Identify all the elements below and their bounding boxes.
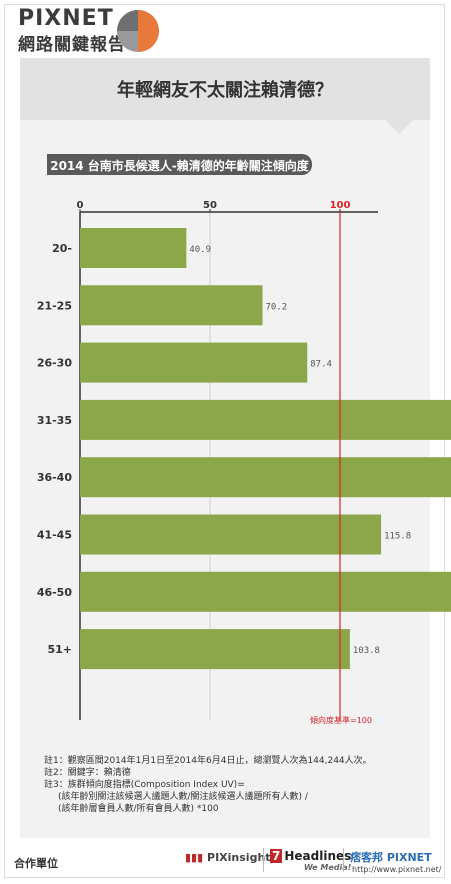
value-label: 115.8 — [384, 532, 411, 542]
category-label: 51+ — [47, 643, 72, 656]
headlines-tagline: We Media! — [303, 863, 352, 872]
bar — [80, 457, 451, 498]
question-banner: 年輕網友不太關注賴清德？ — [20, 58, 430, 120]
x-tick-label: 100 — [330, 200, 351, 211]
footnotes: 註1：觀察區間2014年1月1日至2014年6月4日止，總瀏覽人次為144,24… — [44, 755, 424, 815]
pixinsight-name: PIXinsight — [207, 851, 271, 864]
chart-title: 2014 台南市長候選人-賴清德的年齡關注傾向度 — [50, 159, 309, 173]
reference-line-label: 傾向度基準=100 — [310, 715, 372, 725]
category-label: 36-40 — [37, 471, 73, 484]
category-label: 31-35 — [37, 414, 72, 427]
pixinsight-logo: ▮▮▮ PIXinsight — [185, 851, 271, 864]
value-label: 87.4 — [310, 360, 332, 370]
footnote-3-line-3: (該年齡層會員人數/所有會員人數) *100 — [58, 804, 219, 814]
value-label: 40.9 — [189, 245, 211, 255]
pixnet-report-logo — [117, 10, 159, 52]
partners-label: 合作單位 — [14, 857, 58, 870]
bar — [80, 571, 451, 612]
partner-divider — [263, 848, 264, 872]
question-text: 年輕網友不太關注賴清德？ — [117, 80, 333, 101]
category-label: 46-50 — [37, 586, 73, 599]
bar — [80, 228, 187, 268]
bar — [80, 399, 451, 440]
headlines-mark: 7 — [270, 849, 283, 863]
footnote-3-line-2: (該年齡別關注該候選人議題人數/關注該候選人議題所有人數) / — [58, 792, 308, 802]
page-frame — [4, 4, 445, 878]
value-label: 103.8 — [353, 646, 380, 656]
question-pointer — [385, 120, 413, 134]
bar — [80, 514, 382, 555]
pixnet-logo: 痞客邦 PIXNET — [350, 851, 432, 864]
x-tick-label: 0 — [77, 200, 84, 211]
bar — [80, 342, 308, 383]
chart-panel — [20, 58, 430, 838]
category-label: 21-25 — [37, 299, 72, 312]
bar — [80, 285, 263, 326]
bar — [80, 629, 350, 670]
headlines-name: Headlines — [284, 849, 352, 863]
footnote-1: 註1：觀察區間2014年1月1日至2014年6月4日止，總瀏覽人次為144,24… — [44, 756, 372, 766]
pixnet-url: http://www.pixnet.net/ — [352, 865, 442, 874]
x-tick-label: 50 — [203, 200, 217, 211]
partner-divider — [343, 848, 344, 872]
brand-name-en: PIXNET — [18, 6, 114, 31]
brand-name-zh: 網路關鍵報告 — [18, 35, 126, 55]
category-label: 26-30 — [37, 357, 73, 370]
headlines-logo: 7 Headlines We Media! — [270, 849, 351, 872]
category-label: 20- — [52, 242, 72, 255]
category-label: 41-45 — [37, 529, 72, 542]
footnote-3: 註3：族群傾向度指標(Composition Index UV)= — [44, 780, 245, 790]
chart-title-bar: 2014 台南市長候選人-賴清德的年齡關注傾向度 — [47, 154, 312, 175]
value-label: 70.2 — [266, 302, 288, 312]
footnote-2: 註2：關鍵字：賴清德 — [44, 768, 131, 778]
